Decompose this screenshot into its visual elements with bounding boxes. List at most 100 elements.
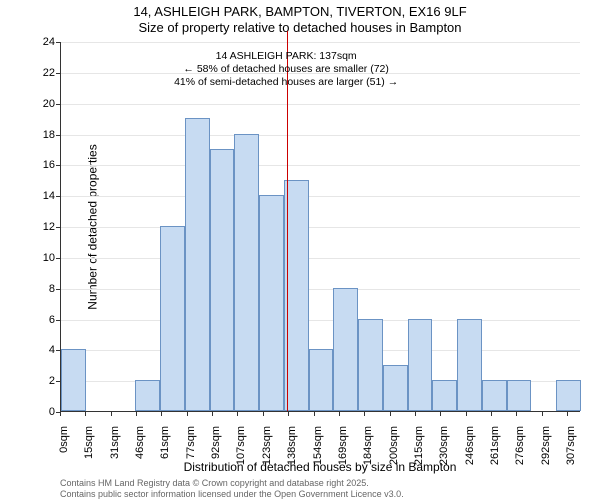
y-tick-mark	[56, 381, 60, 382]
gridline	[61, 196, 580, 197]
y-tick-label: 14	[15, 190, 55, 202]
y-tick-mark	[56, 350, 60, 351]
y-tick-label: 22	[15, 67, 55, 79]
gridline	[61, 42, 580, 43]
gridline	[61, 104, 580, 105]
x-tick-mark	[288, 412, 289, 416]
x-tick-label: 246sqm	[464, 426, 476, 486]
x-tick-mark	[390, 412, 391, 416]
histogram-bar	[482, 380, 507, 411]
x-tick-mark	[542, 412, 543, 416]
chart-title-address: 14, ASHLEIGH PARK, BAMPTON, TIVERTON, EX…	[0, 4, 600, 19]
y-tick-label: 18	[15, 129, 55, 141]
x-tick-label: 123sqm	[261, 426, 273, 486]
x-tick-mark	[60, 412, 61, 416]
x-tick-label: 261sqm	[489, 426, 501, 486]
histogram-bar	[457, 319, 482, 412]
histogram-bar	[160, 226, 185, 411]
x-tick-label: 169sqm	[337, 426, 349, 486]
y-tick-label: 6	[15, 314, 55, 326]
x-tick-mark	[466, 412, 467, 416]
annotation-line: 14 ASHLEIGH PARK: 137sqm	[146, 50, 426, 63]
annotation-callout: 14 ASHLEIGH PARK: 137sqm← 58% of detache…	[146, 50, 426, 89]
x-tick-mark	[491, 412, 492, 416]
y-tick-mark	[56, 135, 60, 136]
x-tick-label: 292sqm	[540, 426, 552, 486]
gridline	[61, 320, 580, 321]
x-tick-mark	[339, 412, 340, 416]
x-tick-label: 92sqm	[210, 426, 222, 486]
property-size-histogram: 14, ASHLEIGH PARK, BAMPTON, TIVERTON, EX…	[0, 0, 600, 500]
gridline	[61, 165, 580, 166]
x-tick-mark	[364, 412, 365, 416]
histogram-bar	[383, 365, 408, 411]
histogram-bar	[432, 380, 457, 411]
y-tick-label: 2	[15, 375, 55, 387]
x-tick-label: 107sqm	[235, 426, 247, 486]
y-tick-label: 12	[15, 221, 55, 233]
x-tick-label: 307sqm	[565, 426, 577, 486]
gridline	[61, 289, 580, 290]
x-tick-label: 31sqm	[109, 426, 121, 486]
x-axis-label: Distribution of detached houses by size …	[60, 460, 580, 474]
x-tick-mark	[212, 412, 213, 416]
x-tick-mark	[314, 412, 315, 416]
histogram-bar	[408, 319, 433, 412]
x-tick-label: 138sqm	[286, 426, 298, 486]
chart-title-description: Size of property relative to detached ho…	[0, 20, 600, 35]
x-tick-mark	[187, 412, 188, 416]
x-tick-mark	[237, 412, 238, 416]
y-tick-mark	[56, 104, 60, 105]
x-tick-label: 154sqm	[312, 426, 324, 486]
histogram-bar	[358, 319, 383, 412]
y-tick-label: 4	[15, 344, 55, 356]
histogram-bar	[333, 288, 358, 411]
x-tick-mark	[415, 412, 416, 416]
y-tick-label: 0	[15, 406, 55, 418]
gridline	[61, 135, 580, 136]
gridline	[61, 227, 580, 228]
x-tick-mark	[516, 412, 517, 416]
footer-copyright-line1: Contains HM Land Registry data © Crown c…	[60, 478, 369, 488]
y-tick-label: 24	[15, 36, 55, 48]
y-tick-label: 10	[15, 252, 55, 264]
histogram-bar	[135, 380, 160, 411]
annotation-line: ← 58% of detached houses are smaller (72…	[146, 63, 426, 76]
y-tick-mark	[56, 196, 60, 197]
histogram-bar	[61, 349, 86, 411]
x-tick-mark	[85, 412, 86, 416]
x-tick-mark	[440, 412, 441, 416]
histogram-bar	[210, 149, 235, 411]
x-tick-label: 15sqm	[83, 426, 95, 486]
x-tick-mark	[136, 412, 137, 416]
histogram-bar	[507, 380, 532, 411]
y-tick-mark	[56, 73, 60, 74]
annotation-line: 41% of semi-detached houses are larger (…	[146, 76, 426, 89]
y-tick-mark	[56, 227, 60, 228]
y-tick-mark	[56, 42, 60, 43]
y-tick-mark	[56, 320, 60, 321]
histogram-bar	[234, 134, 259, 412]
footer-copyright-line2: Contains public sector information licen…	[60, 489, 404, 499]
x-tick-label: 276sqm	[514, 426, 526, 486]
x-tick-label: 0sqm	[58, 426, 70, 486]
gridline	[61, 258, 580, 259]
histogram-bar	[556, 380, 581, 411]
y-tick-mark	[56, 165, 60, 166]
x-tick-mark	[161, 412, 162, 416]
y-tick-label: 16	[15, 159, 55, 171]
y-tick-label: 20	[15, 98, 55, 110]
x-tick-mark	[111, 412, 112, 416]
histogram-bar	[309, 349, 334, 411]
y-tick-mark	[56, 258, 60, 259]
x-tick-label: 200sqm	[388, 426, 400, 486]
histogram-bar	[185, 118, 210, 411]
x-tick-label: 77sqm	[185, 426, 197, 486]
x-tick-mark	[263, 412, 264, 416]
y-tick-label: 8	[15, 283, 55, 295]
x-tick-label: 46sqm	[134, 426, 146, 486]
histogram-bar	[259, 195, 284, 411]
x-tick-label: 61sqm	[159, 426, 171, 486]
x-tick-label: 215sqm	[413, 426, 425, 486]
y-tick-mark	[56, 289, 60, 290]
